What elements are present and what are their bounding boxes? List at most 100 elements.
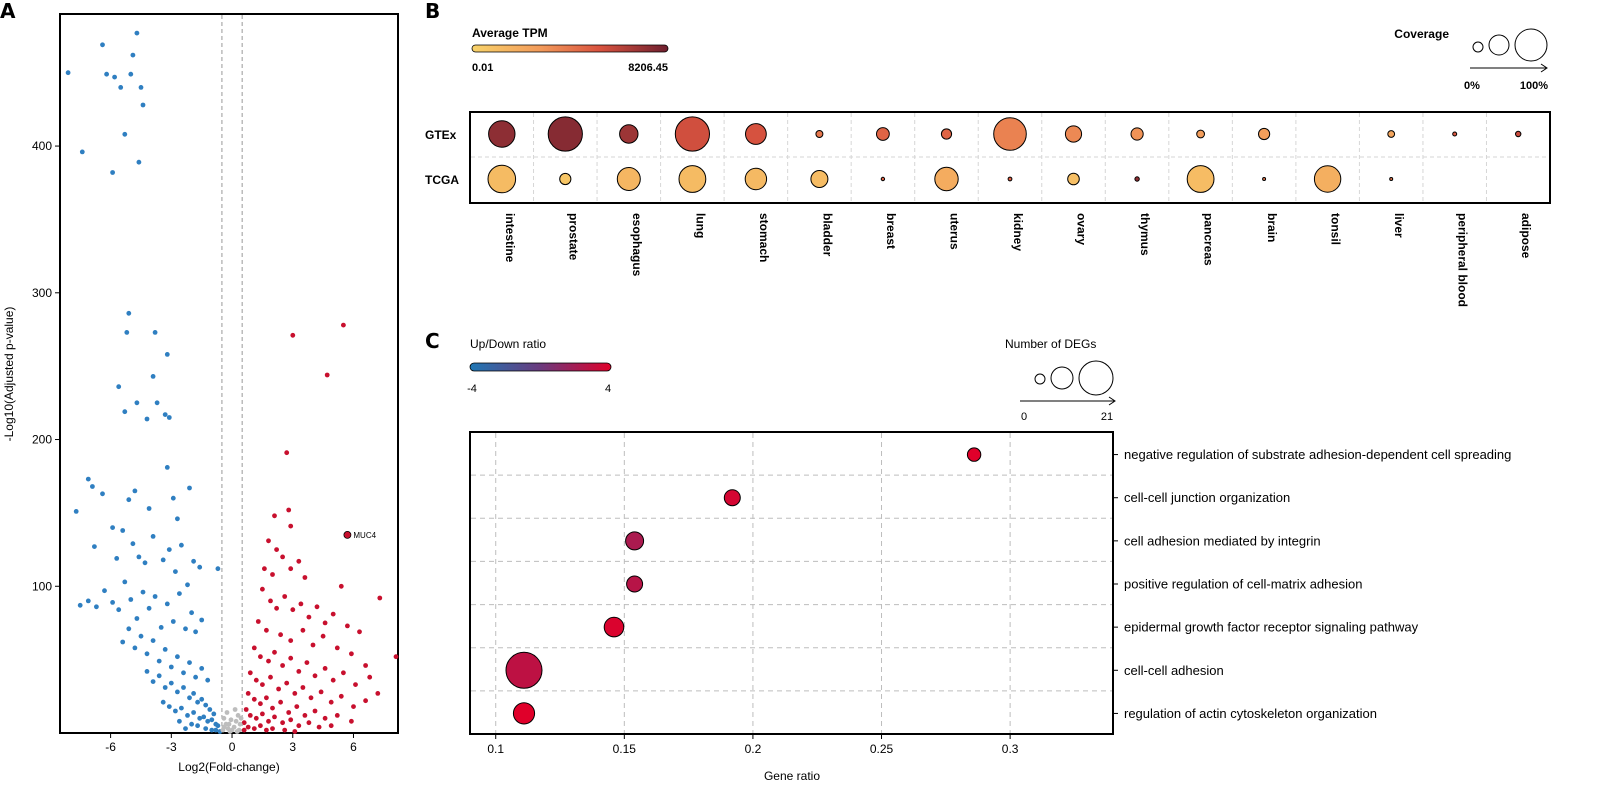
go-dot <box>626 575 644 593</box>
volcano-point <box>128 71 134 77</box>
volcano-point <box>245 724 251 730</box>
volcano-point <box>288 566 294 572</box>
volcano-point <box>353 682 358 687</box>
volcano-point <box>260 682 265 687</box>
volcano-point <box>209 717 215 723</box>
tissue-label: breast <box>884 213 898 249</box>
volcano-point <box>120 528 126 533</box>
volcano-point <box>144 651 150 657</box>
volcano-point <box>162 685 168 690</box>
volcano-point <box>330 677 336 683</box>
volcano-point <box>191 710 197 715</box>
volcano-point <box>288 655 294 661</box>
volcano-point <box>156 673 162 679</box>
volcano-point <box>316 724 322 730</box>
volcano-point <box>290 607 296 613</box>
volcano-point <box>357 629 362 635</box>
volcano-point <box>264 727 269 733</box>
volcano-point <box>158 625 164 630</box>
volcano-point <box>79 149 85 155</box>
tissue-label: lung <box>693 213 707 238</box>
volcano-point <box>199 666 205 671</box>
volcano-point <box>268 674 273 680</box>
volcano-point <box>314 604 320 610</box>
tissue-grid <box>471 113 1549 202</box>
volcano-y-tick-label: 400 <box>32 139 52 153</box>
volcano-point <box>193 629 199 635</box>
volcano-point <box>264 695 269 701</box>
volcano-point <box>102 588 107 594</box>
degs-legend-small <box>1034 373 1046 385</box>
go-grid <box>471 433 1112 733</box>
panel-a-label: A <box>0 0 16 23</box>
volcano-point <box>191 691 197 696</box>
tissue-label: intestine <box>503 213 517 263</box>
tpm-legend-max: 8206.45 <box>628 62 668 74</box>
volcano-y-ticks: 100 200 300 400 <box>32 139 60 593</box>
volcano-point <box>205 718 211 724</box>
volcano-point <box>92 544 97 549</box>
volcano-point <box>124 330 130 335</box>
muc4-annotation: MUC4 <box>343 531 377 540</box>
volcano-point <box>345 623 350 629</box>
volcano-point <box>270 705 275 711</box>
volcano-point <box>132 645 138 651</box>
tissue-dot <box>810 170 829 188</box>
coverage-legend-max: 100% <box>1520 80 1548 92</box>
volcano-point <box>160 557 166 563</box>
tissue-dot <box>876 127 890 141</box>
volcano-point <box>270 572 275 577</box>
volcano-point <box>110 525 115 530</box>
volcano-point <box>85 476 91 482</box>
panel-b-label: B <box>425 0 440 23</box>
volcano-point <box>175 654 180 660</box>
volcano-point <box>94 604 99 610</box>
volcano-point <box>251 645 257 651</box>
threshold-lines <box>221 15 243 732</box>
row-label-tcga: TCGA <box>425 173 459 187</box>
volcano-point <box>286 710 292 715</box>
volcano-point <box>367 674 373 680</box>
volcano-point <box>224 710 230 715</box>
volcano-point <box>185 582 190 588</box>
tissue-dot <box>993 117 1027 151</box>
volcano-point <box>266 658 271 664</box>
ratio-legend-title: Up/Down ratio <box>470 337 546 351</box>
volcano-point <box>128 597 134 602</box>
volcano-point <box>205 677 211 683</box>
volcano-point <box>306 720 312 726</box>
tissue-dot <box>488 120 516 148</box>
tissue-dot <box>1186 165 1215 193</box>
volcano-x-tick-label: 6 <box>350 740 357 754</box>
volcano-point <box>185 713 190 718</box>
tissue-dot <box>1067 172 1080 186</box>
go-frame <box>469 431 1114 735</box>
volcano-point <box>310 642 316 648</box>
volcano-point <box>144 416 150 422</box>
volcano-point <box>122 131 128 137</box>
tissue-dot <box>1134 176 1140 182</box>
volcano-point <box>134 30 140 36</box>
volcano-point <box>234 729 240 734</box>
volcano-point <box>393 654 399 660</box>
volcano-x-tick-label: -6 <box>105 740 116 754</box>
volcano-point <box>268 598 273 604</box>
volcano-point <box>272 714 277 720</box>
volcano-point <box>274 605 279 611</box>
volcano-point <box>322 666 328 671</box>
volcano-point <box>150 374 156 379</box>
volcano-point <box>334 645 340 651</box>
volcano-y-tick-label: 300 <box>32 286 52 300</box>
go-term-label: positive regulation of cell-matrix adhes… <box>1124 577 1362 592</box>
tissue-dot <box>674 116 711 152</box>
volcano-point <box>203 726 209 731</box>
volcano-point <box>260 586 265 592</box>
coverage-legend-small <box>1472 41 1484 53</box>
volcano-point <box>286 507 292 513</box>
volcano-point <box>183 726 188 731</box>
go-x-tick-label: 0.1 <box>487 742 504 756</box>
tissue-dot <box>547 116 583 152</box>
volcano-point <box>306 614 312 620</box>
volcano-point <box>160 699 166 705</box>
